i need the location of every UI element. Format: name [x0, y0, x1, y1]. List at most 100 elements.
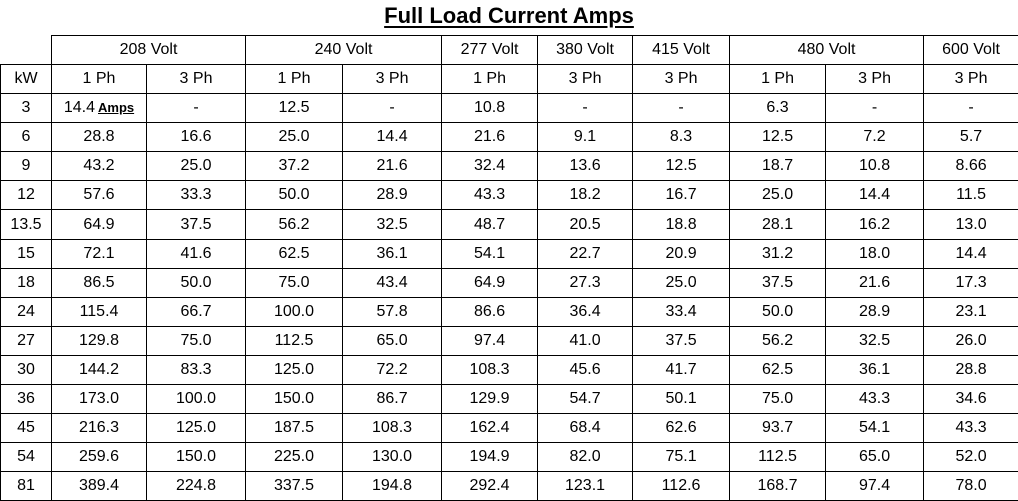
current-cell: 28.9 [826, 297, 924, 326]
current-cell: 32.4 [442, 152, 538, 181]
current-cell: 5.7 [924, 123, 1018, 152]
current-cell: 54.1 [826, 414, 924, 443]
current-cell: 21.6 [442, 123, 538, 152]
current-cell: 56.2 [730, 326, 826, 355]
current-cell: 112.6 [633, 472, 730, 501]
current-cell: 28.8 [52, 123, 147, 152]
kw-cell: 24 [1, 297, 52, 326]
current-cell: 62.5 [730, 355, 826, 384]
current-cell: - [343, 94, 442, 123]
current-cell: 43.2 [52, 152, 147, 181]
current-cell: - [924, 94, 1018, 123]
current-cell: 129.8 [52, 326, 147, 355]
current-cell: 93.7 [730, 414, 826, 443]
current-cell: 28.1 [730, 210, 826, 239]
current-cell: 64.9 [442, 268, 538, 297]
current-cell: 37.5 [633, 326, 730, 355]
current-cell: 150.0 [246, 385, 343, 414]
current-cell: 62.6 [633, 414, 730, 443]
current-cell: 75.0 [147, 326, 246, 355]
current-cell: 45.6 [538, 355, 633, 384]
current-cell: 65.0 [343, 326, 442, 355]
current-cell: 168.7 [730, 472, 826, 501]
current-cell: 52.0 [924, 443, 1018, 472]
current-cell: 20.9 [633, 239, 730, 268]
current-cell: 6.3 [730, 94, 826, 123]
current-cell: 78.0 [924, 472, 1018, 501]
current-cell: 14.4 [826, 181, 924, 210]
current-cell: 56.2 [246, 210, 343, 239]
current-cell: 8.3 [633, 123, 730, 152]
current-cell: 25.0 [147, 152, 246, 181]
phase-header: 3 Ph [343, 65, 442, 94]
current-cell: 68.4 [538, 414, 633, 443]
current-cell: 10.8 [826, 152, 924, 181]
current-cell: 144.2 [52, 355, 147, 384]
current-cell: 13.0 [924, 210, 1018, 239]
current-cell: 75.0 [730, 385, 826, 414]
current-cell: 18.0 [826, 239, 924, 268]
current-cell: 43.3 [924, 414, 1018, 443]
current-cell: 43.3 [826, 385, 924, 414]
current-cell: 13.6 [538, 152, 633, 181]
kw-cell: 13.5 [1, 210, 52, 239]
current-cell: 36.1 [343, 239, 442, 268]
voltage-header: 380 Volt [538, 36, 633, 65]
current-cell: 194.9 [442, 443, 538, 472]
current-cell: 41.7 [633, 355, 730, 384]
current-cell: 43.3 [442, 181, 538, 210]
current-cell: 50.0 [246, 181, 343, 210]
current-cell: 100.0 [147, 385, 246, 414]
current-cell: 64.9 [52, 210, 147, 239]
current-cell: 108.3 [343, 414, 442, 443]
current-cell: 86.7 [343, 385, 442, 414]
voltage-header: 240 Volt [246, 36, 442, 65]
kw-cell: 81 [1, 472, 52, 501]
current-cell: 83.3 [147, 355, 246, 384]
current-cell: 16.2 [826, 210, 924, 239]
current-cell: 86.6 [442, 297, 538, 326]
current-cell: 25.0 [246, 123, 343, 152]
phase-header: 1 Ph [52, 65, 147, 94]
current-cell: 23.1 [924, 297, 1018, 326]
current-cell: 115.4 [52, 297, 147, 326]
kw-cell: 18 [1, 268, 52, 297]
phase-header: 1 Ph [442, 65, 538, 94]
current-cell: 37.5 [730, 268, 826, 297]
current-cell: 125.0 [246, 355, 343, 384]
current-cell: 225.0 [246, 443, 343, 472]
current-cell: 54.1 [442, 239, 538, 268]
current-cell: 10.8 [442, 94, 538, 123]
kw-cell: 36 [1, 385, 52, 414]
current-cell: 25.0 [633, 268, 730, 297]
current-cell: 389.4 [52, 472, 147, 501]
kw-header: kW [1, 65, 52, 94]
current-cell: 194.8 [343, 472, 442, 501]
current-cell: 125.0 [147, 414, 246, 443]
current-cell: 41.6 [147, 239, 246, 268]
current-cell: - [826, 94, 924, 123]
current-cell: 11.5 [924, 181, 1018, 210]
current-cell: 25.0 [730, 181, 826, 210]
current-cell: 86.5 [52, 268, 147, 297]
kw-cell: 3 [1, 94, 52, 123]
kw-cell: 45 [1, 414, 52, 443]
voltage-header: 277 Volt [442, 36, 538, 65]
kw-cell: 9 [1, 152, 52, 181]
kw-cell: 54 [1, 443, 52, 472]
current-cell: - [633, 94, 730, 123]
current-cell: 224.8 [147, 472, 246, 501]
current-cell: 57.8 [343, 297, 442, 326]
